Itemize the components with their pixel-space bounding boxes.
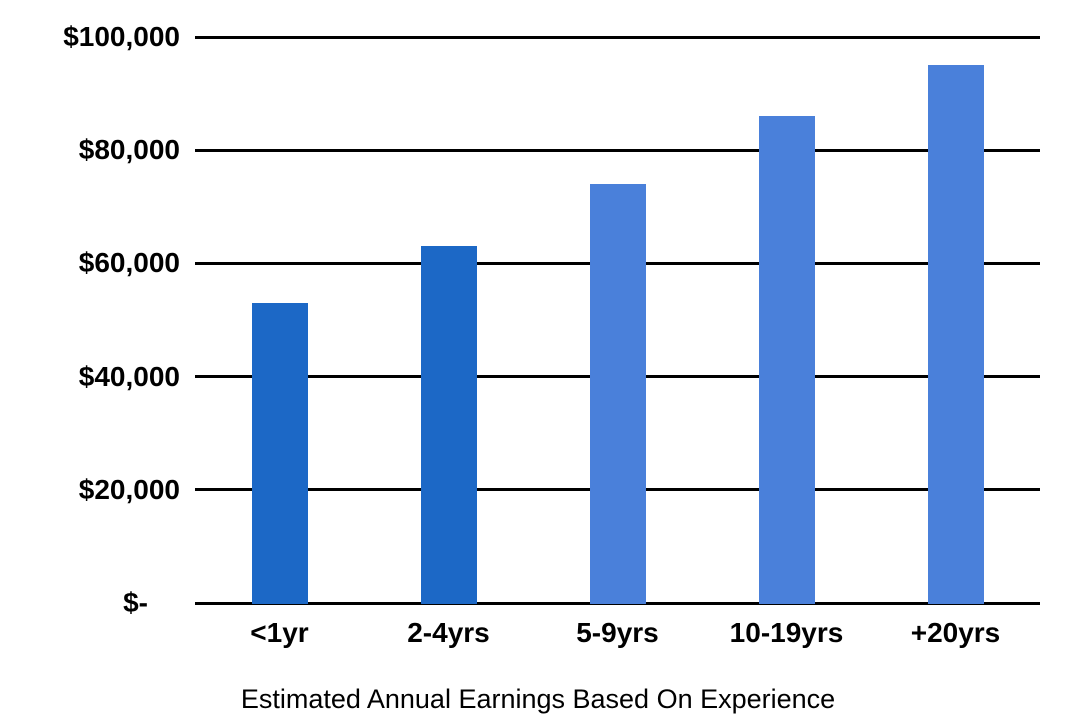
y-axis-tick-label: $60,000	[78, 247, 180, 279]
y-axis-tick-label: $80,000	[78, 134, 180, 166]
x-axis-category-label: +20yrs	[910, 617, 1001, 648]
x-axis-category-label: 2-4yrs	[407, 617, 490, 648]
bar	[927, 65, 984, 605]
y-axis-tick-label: $-	[123, 587, 148, 618]
x-axis-category-label: 10-19yrs	[729, 617, 844, 648]
y-axis-tick-label: $100,000	[63, 21, 180, 52]
chart-caption: Estimated Annual Earnings Based On Exper…	[240, 684, 836, 714]
bar	[420, 246, 477, 605]
gridline	[195, 148, 1040, 152]
y-axis-tick-label: $20,000	[78, 473, 180, 505]
x-axis-category-label: <1yr	[250, 617, 309, 648]
bar	[758, 116, 815, 605]
y-axis-tick-label: $40,000	[78, 360, 180, 392]
gridline	[195, 35, 1040, 39]
bar	[589, 184, 646, 605]
bar	[251, 303, 308, 605]
x-axis-category-label: 5-9yrs	[576, 617, 659, 648]
